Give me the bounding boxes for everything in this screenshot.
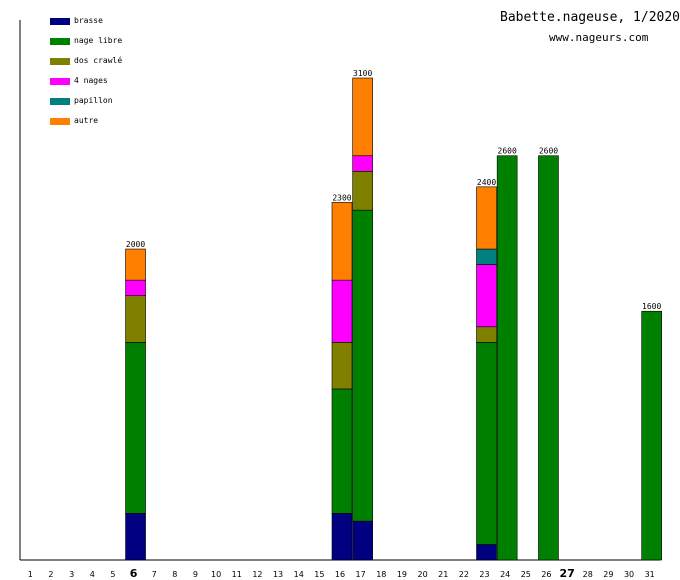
bar-total-label-day-24: 2600	[498, 147, 517, 156]
x-tick-label-day-20: 20	[417, 570, 427, 579]
bar-segment-day-23-brasse	[476, 544, 497, 561]
bar-total-label-day-17: 3100	[353, 69, 372, 78]
x-tick-label-day-27: 27	[559, 567, 574, 580]
bar-segment-day-17-autre	[352, 77, 373, 157]
x-tick-label-day-13: 13	[273, 570, 283, 579]
bar-segment-day-23-4-nages	[476, 264, 497, 328]
x-tick-label-day-16: 16	[335, 570, 345, 579]
bar-total-label-day-6: 2000	[126, 240, 145, 249]
legend-swatch-papillon	[50, 98, 70, 105]
x-tick-label-day-29: 29	[603, 570, 613, 579]
bar-segment-day-23-nage-libre	[476, 342, 497, 545]
bar-segment-day-16-nage-libre	[331, 388, 353, 514]
x-tick-label-day-14: 14	[294, 570, 304, 579]
x-tick-label-day-28: 28	[583, 570, 593, 579]
x-tick-label-day-25: 25	[521, 570, 531, 579]
x-tick-label-day-1: 1	[28, 570, 33, 579]
bar-total-label-day-26: 2600	[539, 147, 558, 156]
bar-segment-day-6-nage-libre	[125, 342, 146, 514]
x-tick-label-day-6: 6	[130, 567, 138, 580]
x-tick-label-day-8: 8	[172, 570, 177, 579]
x-tick-label-day-2: 2	[48, 570, 53, 579]
bar-segment-day-16-4-nages	[331, 279, 353, 343]
x-tick-label-day-9: 9	[193, 570, 198, 579]
legend-swatch-nage-libre	[50, 38, 70, 45]
legend-label-papillon: papillon	[74, 96, 113, 105]
bar-segment-day-17-4-nages	[352, 155, 373, 172]
legend-label-brasse: brasse	[74, 16, 103, 25]
x-tick-label-day-3: 3	[69, 570, 74, 579]
x-tick-label-day-30: 30	[624, 570, 634, 579]
x-tick-label-day-22: 22	[459, 570, 469, 579]
bar-segment-day-26-nage-libre	[538, 155, 559, 561]
x-tick-label-day-10: 10	[211, 570, 221, 579]
x-tick-label-day-24: 24	[500, 570, 510, 579]
bar-segment-day-6-brasse	[125, 513, 146, 561]
chart-subtitle: www.nageurs.com	[549, 31, 649, 44]
bar-total-label-day-16: 2300	[332, 193, 351, 202]
legend-swatch-4-nages	[50, 78, 70, 85]
bar-total-label-day-31: 1600	[642, 302, 661, 311]
legend-label-dos-crawle: dos crawlé	[74, 56, 123, 65]
bar-segment-day-23-autre	[476, 186, 497, 250]
bar-segment-day-17-nage-libre	[352, 209, 373, 522]
x-tick-label-day-26: 26	[541, 570, 551, 579]
x-tick-label-day-23: 23	[479, 570, 489, 579]
bar-segment-day-23-papillon	[476, 248, 497, 265]
bar-segment-day-16-brasse	[331, 513, 353, 561]
legend-swatch-dos-crawle	[50, 58, 70, 65]
x-tick-label-day-12: 12	[252, 570, 262, 579]
bar-segment-day-31-nage-libre	[641, 310, 662, 561]
legend-swatch-autre	[50, 118, 70, 125]
x-tick-label-day-15: 15	[314, 570, 324, 579]
legend-label-autre: autre	[74, 116, 99, 125]
bar-segment-day-17-brasse	[352, 520, 373, 561]
x-tick-label-day-4: 4	[90, 570, 95, 579]
bar-segment-day-16-dos-crawl-	[331, 342, 353, 390]
x-tick-label-day-7: 7	[152, 570, 157, 579]
bar-segment-day-6-autre	[125, 248, 146, 281]
bar-segment-day-23-dos-crawl-	[476, 326, 497, 343]
bar-total-label-day-23: 2400	[477, 178, 496, 187]
x-tick-label-day-19: 19	[397, 570, 407, 579]
bar-segment-day-17-dos-crawl-	[352, 170, 373, 211]
legend-label-nage-libre: nage libre	[74, 36, 123, 45]
legend-label-4-nages: 4 nages	[74, 76, 108, 85]
bar-segment-day-16-autre	[331, 202, 353, 281]
legend-swatch-brasse	[50, 18, 70, 25]
x-tick-label-day-11: 11	[232, 570, 242, 579]
x-tick-label-day-31: 31	[645, 570, 655, 579]
bar-segment-day-6-dos-crawl-	[125, 295, 146, 343]
x-tick-label-day-17: 17	[356, 570, 366, 579]
x-tick-label-day-5: 5	[110, 570, 115, 579]
chart-title: Babette.nageuse, 1/2020	[500, 10, 680, 25]
bar-segment-day-24-nage-libre	[496, 155, 518, 561]
bar-segment-day-6-4-nages	[125, 279, 146, 296]
x-tick-label-day-18: 18	[376, 570, 386, 579]
x-tick-label-day-21: 21	[438, 570, 448, 579]
